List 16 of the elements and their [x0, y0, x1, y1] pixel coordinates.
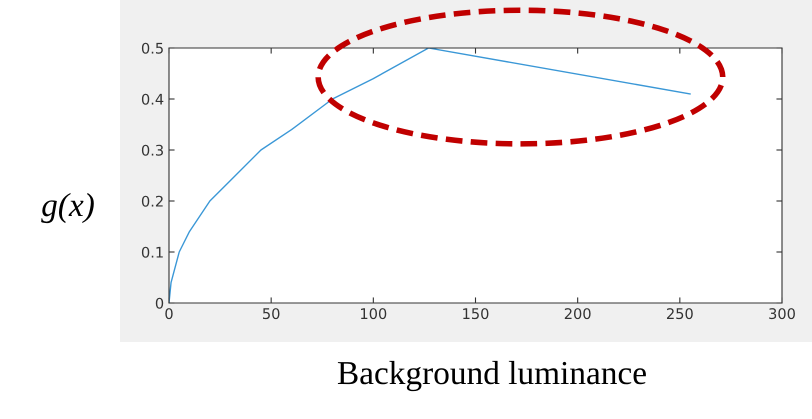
y-tick-label: 0.2: [142, 196, 163, 207]
y-axis-title: g(x): [41, 192, 94, 224]
x-tick-label: 50: [263, 308, 280, 320]
x-tick-label: 300: [769, 308, 795, 320]
line-series: [169, 48, 691, 303]
y-tick-label: 0.1: [142, 246, 163, 258]
y-tick-label: 0.4: [142, 94, 164, 105]
x-axis-title: Background luminance: [338, 360, 646, 392]
x-tick-label: 150: [463, 308, 488, 320]
y-tick-label: 0.5: [142, 42, 163, 54]
x-tick-label: 100: [361, 308, 386, 320]
x-tick-label: 0: [165, 308, 173, 320]
y-tick-label: 0.3: [142, 144, 163, 156]
y-tick-label: 0: [156, 298, 164, 309]
x-tick-label: 200: [564, 308, 591, 320]
x-tick-label: 250: [666, 308, 693, 320]
